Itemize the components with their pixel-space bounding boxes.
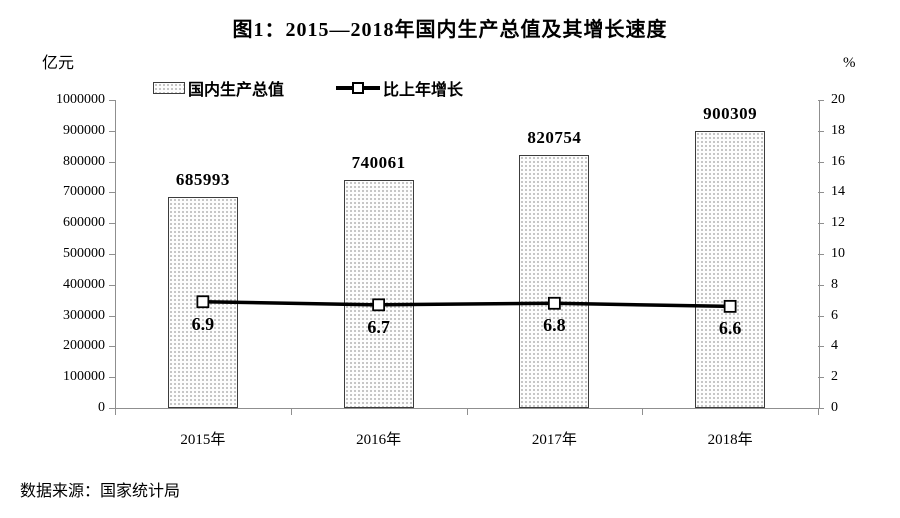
right-axis-tick	[818, 408, 824, 409]
x-axis-tick	[115, 409, 116, 415]
right-axis-tick-label: 2	[831, 369, 838, 385]
bar-value-label: 740061	[351, 153, 406, 173]
right-axis-tick-label: 16	[831, 153, 845, 169]
bar-value-label: 900309	[703, 103, 758, 123]
bar-series-swatch-icon	[153, 82, 185, 94]
x-axis-category-label: 2017年	[531, 432, 577, 448]
right-axis-tick-label: 0	[831, 400, 838, 415]
line-marker-icon	[196, 295, 210, 309]
right-axis-tick	[818, 130, 824, 132]
bar-value-label: 685993	[175, 169, 230, 189]
growth-value-label: 6.6	[718, 318, 742, 339]
right-axis-tick	[818, 161, 824, 163]
right-axis-tick	[818, 100, 824, 101]
left-axis-tick-label: 500000	[63, 246, 105, 261]
gdp-bar	[519, 155, 590, 408]
growth-line-series	[196, 295, 737, 313]
growth-value-label: 6.9	[191, 313, 215, 334]
left-axis-tick-label: 700000	[63, 184, 105, 200]
x-axis-category-label: 2018年	[707, 432, 753, 448]
left-axis-tick	[109, 284, 115, 286]
left-axis-tick-label: 600000	[63, 215, 105, 231]
left-axis-tick	[109, 315, 115, 317]
left-axis-tick	[109, 377, 115, 379]
right-axis-tick	[818, 192, 824, 194]
left-axis-tick	[109, 408, 115, 409]
line-series-swatch-icon	[336, 81, 381, 95]
left-axis-tick-label: 0	[98, 400, 105, 415]
right-axis-tick-label: 12	[831, 215, 845, 231]
growth-value-label: 6.7	[367, 316, 390, 337]
x-axis-tick	[290, 409, 292, 415]
left-axis-tick-label: 300000	[63, 307, 105, 323]
line-marker-icon	[547, 296, 561, 310]
right-axis-tick-label: 10	[831, 246, 845, 261]
line-marker-icon	[372, 298, 386, 312]
right-axis-tick	[818, 284, 824, 286]
left-axis-tick	[109, 100, 115, 101]
left-axis-tick	[109, 346, 115, 348]
right-axis-tick	[818, 346, 824, 348]
left-axis-tick	[109, 161, 115, 163]
legend-label-gdp: 国内生产总值	[188, 82, 285, 99]
x-axis-category-label: 2016年	[356, 432, 402, 448]
gdp-bar	[343, 180, 414, 408]
left-axis-tick-label: 200000	[63, 338, 105, 354]
right-axis-tick-label: 18	[831, 122, 845, 138]
legend-item-gdp: 国内生产总值	[153, 76, 284, 100]
bar-value-label: 820754	[527, 128, 582, 148]
x-axis-tick	[642, 409, 644, 415]
x-axis-tick	[466, 409, 468, 415]
chart-title: 图1：2015—2018年国内生产总值及其增长速度	[232, 19, 668, 41]
left-axis-tick-label: 1000000	[56, 92, 105, 107]
right-axis-unit-label: %	[843, 55, 856, 71]
data-source-note: 数据来源：国家统计局	[20, 483, 181, 500]
x-axis-tick	[818, 409, 819, 415]
gdp-bar	[695, 130, 766, 408]
right-axis-tick-label: 8	[831, 276, 838, 292]
left-axis-unit-label: 亿元	[42, 55, 75, 72]
left-axis-tick	[109, 223, 115, 225]
left-axis-tick	[109, 254, 115, 255]
legend-item-growth: 比上年增长	[336, 76, 463, 100]
chart-legend: 国内生产总值 比上年增长	[153, 76, 463, 100]
legend-label-growth: 比上年增长	[383, 82, 464, 99]
right-axis-tick	[818, 254, 824, 255]
right-axis-tick-label: 6	[831, 307, 838, 323]
left-axis-tick	[109, 192, 115, 194]
left-axis-tick-label: 100000	[63, 369, 105, 385]
right-axis-tick-label: 4	[831, 338, 838, 354]
x-axis-category-label: 2015年	[180, 432, 226, 448]
right-axis-tick	[818, 223, 824, 225]
left-axis-tick-label: 400000	[63, 276, 105, 292]
line-marker-icon	[723, 299, 737, 313]
right-axis-tick-label: 14	[831, 184, 845, 200]
right-axis-tick	[818, 377, 824, 379]
left-axis-tick-label: 800000	[63, 153, 105, 169]
left-axis-tick	[109, 130, 115, 132]
left-axis-tick-label: 900000	[63, 122, 105, 138]
right-axis-tick	[818, 315, 824, 317]
right-axis-tick-label: 20	[831, 92, 845, 107]
growth-value-label: 6.8	[543, 315, 566, 336]
